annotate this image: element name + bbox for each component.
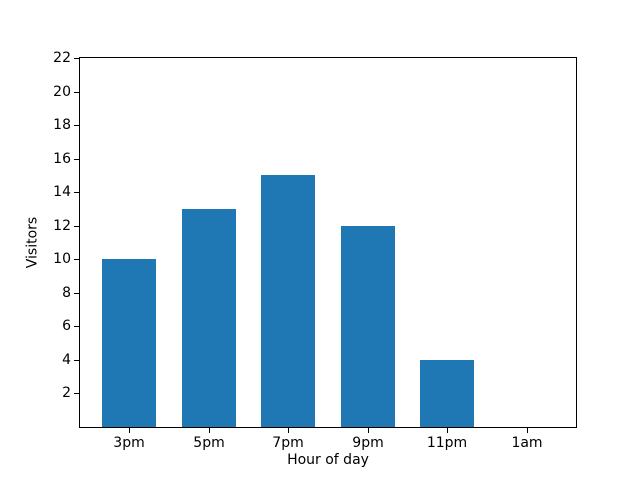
x-tick-label-9pm: 9pm — [352, 435, 384, 451]
y-tick-mark-14 — [74, 192, 79, 193]
y-tick-label-22: 22 — [53, 50, 71, 66]
y-tick-label-2: 2 — [62, 385, 71, 401]
plot-area — [79, 57, 577, 428]
y-tick-label-8: 8 — [62, 285, 71, 301]
y-tick-label-6: 6 — [62, 318, 71, 334]
y-tick-label-20: 20 — [53, 84, 71, 100]
x-tick-mark-5pm — [209, 428, 210, 433]
bar-9pm — [341, 226, 395, 427]
x-tick-label-3pm: 3pm — [113, 435, 145, 451]
y-tick-mark-4 — [74, 360, 79, 361]
x-axis-label: Hour of day — [287, 452, 369, 468]
y-tick-mark-12 — [74, 226, 79, 227]
y-tick-mark-2 — [74, 393, 79, 394]
y-tick-mark-16 — [74, 159, 79, 160]
y-tick-label-18: 18 — [53, 117, 71, 133]
x-tick-mark-11pm — [447, 428, 448, 433]
y-tick-mark-8 — [74, 293, 79, 294]
y-tick-label-16: 16 — [53, 151, 71, 167]
y-tick-mark-20 — [74, 92, 79, 93]
bar-5pm — [182, 209, 236, 427]
x-tick-mark-9pm — [368, 428, 369, 433]
y-tick-label-12: 12 — [53, 218, 71, 234]
x-tick-label-1am: 1am — [511, 435, 543, 451]
y-tick-label-14: 14 — [53, 184, 71, 200]
y-tick-mark-6 — [74, 326, 79, 327]
x-tick-label-11pm: 11pm — [426, 435, 468, 451]
bar-7pm — [261, 175, 315, 427]
y-tick-mark-10 — [74, 259, 79, 260]
x-tick-label-7pm: 7pm — [272, 435, 304, 451]
x-tick-mark-1am — [527, 428, 528, 433]
x-tick-mark-7pm — [288, 428, 289, 433]
x-tick-mark-3pm — [129, 428, 130, 433]
y-tick-mark-18 — [74, 125, 79, 126]
y-tick-label-10: 10 — [53, 251, 71, 267]
y-tick-mark-22 — [74, 58, 79, 59]
bar-11pm — [420, 360, 474, 427]
x-tick-label-5pm: 5pm — [193, 435, 225, 451]
y-axis-label: Visitors — [24, 216, 41, 269]
y-tick-label-4: 4 — [62, 352, 71, 368]
bar-3pm — [102, 259, 156, 427]
